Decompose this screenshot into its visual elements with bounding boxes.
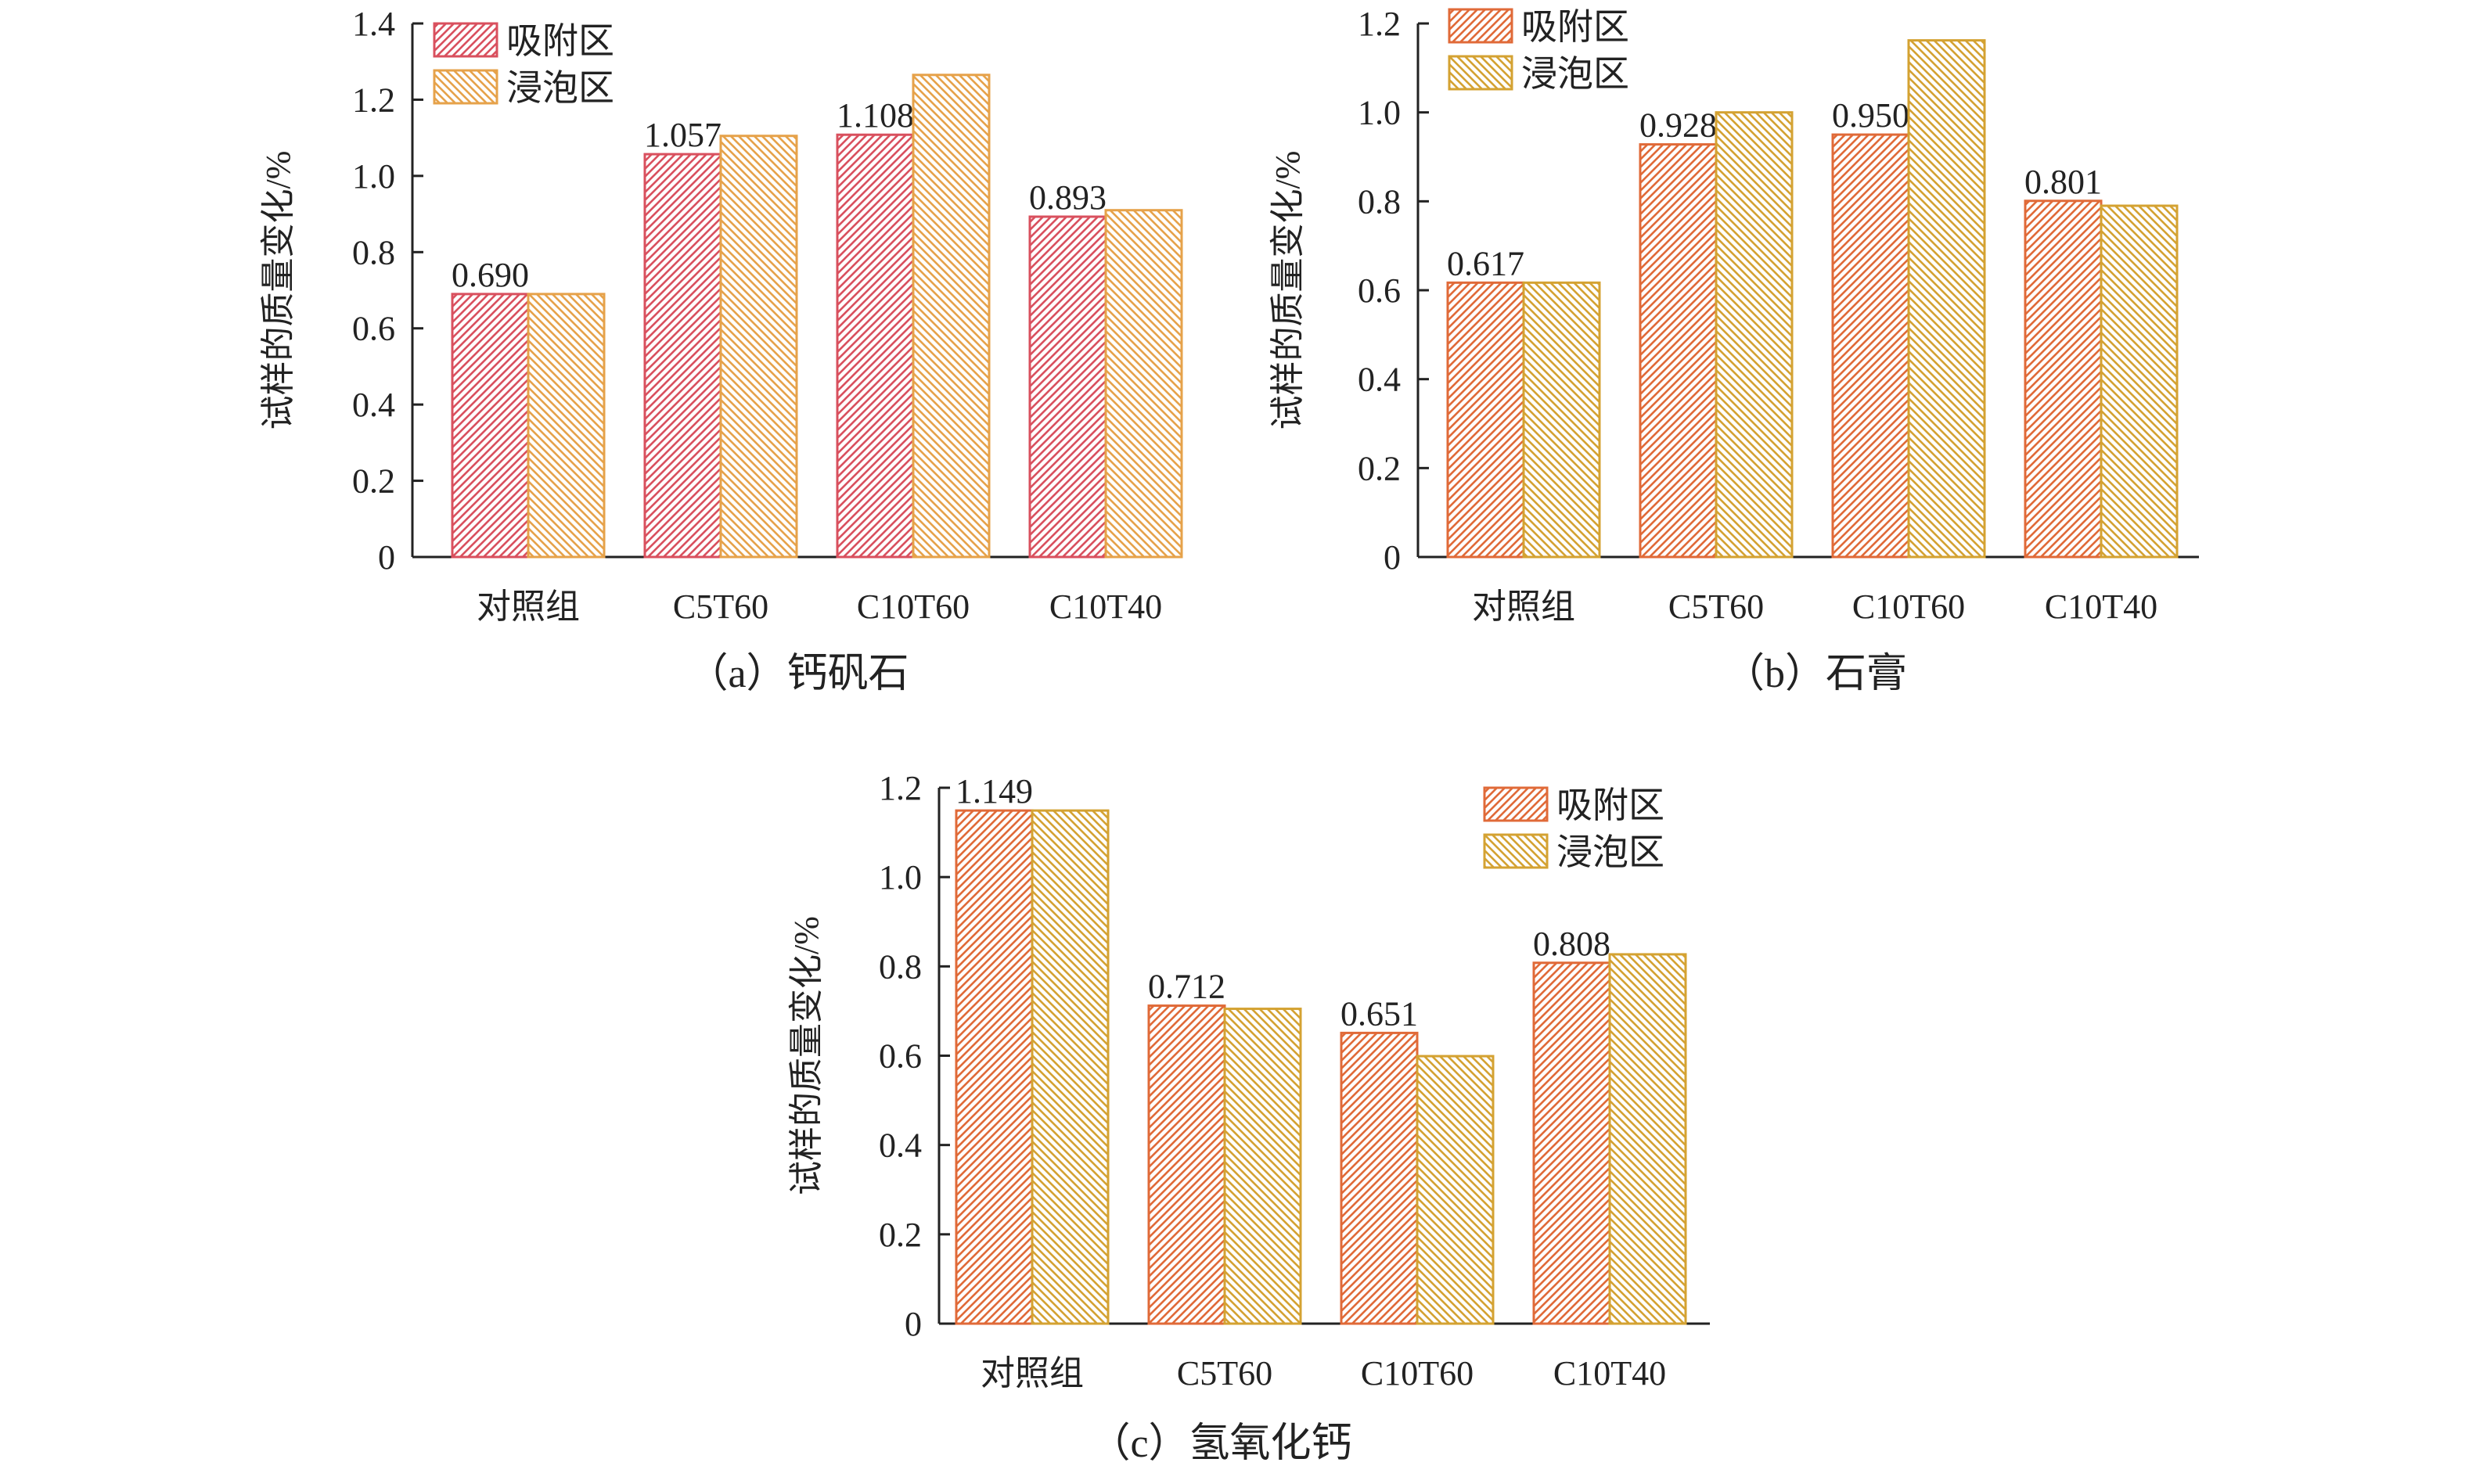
bar-adsorption-3: [1028, 215, 1107, 559]
bar-adsorption-2: [1340, 1031, 1419, 1325]
chart-caption: （c）氢氧化钙: [1089, 1421, 1351, 1466]
x-tick-label: C10T60: [1852, 587, 1965, 626]
y-axis-label: 试样的质量变化/%: [1268, 151, 1307, 430]
y-tick-label: 1.0: [879, 858, 922, 897]
bar-soaking-3: [2100, 204, 2179, 559]
data-label: 0.712: [1148, 968, 1225, 1006]
data-label: 0.801: [2024, 163, 2102, 201]
chart-a-calcium-ettringite: 0 0.2 0.4 0.6 0.8 1.0 1.2 1.4 试样的质量变化/% 0.690 对照组 1…: [259, 5, 1183, 696]
x-tick-label: C10T60: [857, 587, 970, 626]
y-axis-label: 试样的质量变化/%: [259, 151, 297, 430]
bar-adsorption-0: [955, 809, 1034, 1325]
bar-adsorption-2: [1831, 133, 1910, 559]
x-tick-label: 对照组: [477, 587, 580, 626]
data-label: 0.651: [1340, 994, 1418, 1033]
bar-soaking-2: [912, 74, 991, 559]
bar-adsorption-2: [836, 133, 915, 559]
y-tick-label: 1.2: [1358, 5, 1401, 43]
x-tick-label: C5T60: [1668, 587, 1764, 626]
bar-soaking-0: [1031, 809, 1110, 1325]
bar-soaking-2: [1416, 1055, 1495, 1325]
bar-soaking-1: [1715, 111, 1794, 559]
bar-adsorption-1: [1147, 1004, 1226, 1325]
bar-soaking-3: [1104, 209, 1183, 559]
bar-soaking-0: [527, 293, 606, 559]
bar-soaking-1: [719, 135, 798, 559]
x-tick-label: C10T40: [1553, 1354, 1666, 1392]
bar-adsorption-3: [2024, 199, 2103, 559]
x-tick-label: C5T60: [1177, 1354, 1272, 1392]
bar-adsorption-1: [643, 153, 722, 559]
y-tick-label: 0.2: [352, 462, 395, 501]
y-tick-label: 0.8: [1358, 182, 1401, 221]
y-tick-label: 1.4: [352, 5, 395, 43]
x-tick-label: C10T60: [1361, 1354, 1474, 1392]
data-label: 1.108: [837, 96, 914, 135]
x-tick-label: 对照组: [981, 1354, 1084, 1392]
data-label: 0.808: [1533, 925, 1610, 963]
data-label: 0.928: [1639, 106, 1717, 145]
bar-soaking-3: [1608, 953, 1687, 1325]
legend-swatch-adsorption: [1483, 786, 1549, 822]
legend-swatch-soaking: [1483, 833, 1549, 869]
y-tick-label: 0: [1384, 538, 1401, 577]
legend-swatch-adsorption: [1448, 8, 1513, 44]
y-tick-label: 0.8: [352, 233, 395, 271]
legend-swatch-adsorption: [433, 22, 498, 58]
legend-label: 浸泡区: [506, 68, 614, 108]
x-tick-label: 对照组: [1472, 587, 1575, 626]
data-label: 0.617: [1447, 244, 1524, 282]
legend-label: 吸附区: [506, 21, 614, 61]
y-tick-label: 0.8: [879, 947, 922, 986]
y-tick-label: 0: [905, 1305, 922, 1343]
y-tick-label: 0.6: [1358, 271, 1401, 310]
y-tick-label: 0.2: [879, 1216, 922, 1254]
bar-soaking-1: [1223, 1008, 1302, 1325]
bar-adsorption-0: [1446, 281, 1525, 559]
chart-b-gypsum: 0 0.2 0.4 0.6 0.8 1.0 1.2 试样的质量变化/% 0.617 对照组 0.92…: [1268, 5, 2199, 696]
y-tick-label: 1.2: [352, 81, 395, 119]
bar-soaking-0: [1522, 281, 1601, 559]
legend-swatch-soaking: [433, 69, 498, 105]
y-tick-label: 1.0: [1358, 94, 1401, 132]
x-tick-label: C10T40: [2045, 587, 2157, 626]
y-tick-label: 1.0: [352, 157, 395, 196]
legend-label: 吸附区: [1556, 785, 1664, 825]
y-tick-label: 0: [378, 538, 395, 577]
chart-caption: （b）石膏: [1724, 652, 1907, 696]
bar-adsorption-3: [1532, 961, 1611, 1325]
bar-adsorption-1: [1639, 143, 1718, 559]
x-tick-label: C5T60: [673, 587, 768, 626]
data-label: 0.950: [1832, 96, 1909, 135]
y-axis-label: 试样的质量变化/%: [787, 916, 826, 1195]
y-tick-label: 0.4: [352, 386, 395, 424]
y-tick-label: 0.4: [879, 1126, 922, 1165]
y-tick-label: 0.6: [352, 310, 395, 348]
legend-swatch-soaking: [1448, 55, 1513, 91]
data-label: 1.149: [955, 772, 1033, 810]
legend-label: 浸泡区: [1556, 832, 1664, 872]
y-tick-label: 1.2: [879, 769, 922, 807]
bar-adsorption-0: [451, 293, 530, 559]
bar-soaking-2: [1907, 39, 1986, 559]
x-tick-label: C10T40: [1049, 587, 1162, 626]
chart-caption: （a）钙矾石: [687, 652, 909, 696]
data-label: 0.893: [1029, 178, 1107, 217]
y-tick-label: 0.6: [879, 1037, 922, 1076]
data-label: 1.057: [644, 116, 722, 154]
legend-label: 吸附区: [1521, 7, 1629, 47]
y-tick-label: 0.2: [1358, 449, 1401, 487]
chart-c-calcium-hydroxide: 0 0.2 0.4 0.6 0.8 1.0 1.2 试样的质量变化/% 1.149 对照组 0.71…: [787, 769, 1710, 1466]
legend-label: 浸泡区: [1521, 54, 1629, 94]
y-tick-label: 0.4: [1358, 361, 1401, 399]
data-label: 0.690: [452, 256, 529, 294]
